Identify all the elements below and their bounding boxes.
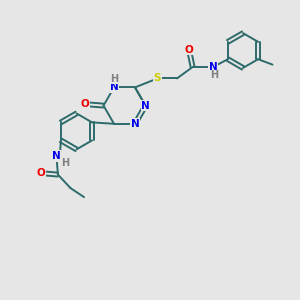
Text: O: O — [36, 168, 45, 178]
Text: H: H — [61, 158, 69, 168]
Text: H: H — [110, 74, 118, 84]
Text: O: O — [184, 45, 194, 55]
Text: N: N — [130, 119, 140, 129]
Text: N: N — [110, 82, 118, 92]
Text: S: S — [154, 74, 161, 83]
Text: N: N — [52, 151, 61, 161]
Text: H: H — [210, 70, 219, 80]
Text: O: O — [80, 99, 89, 109]
Text: N: N — [141, 100, 150, 111]
Text: N: N — [208, 62, 217, 72]
